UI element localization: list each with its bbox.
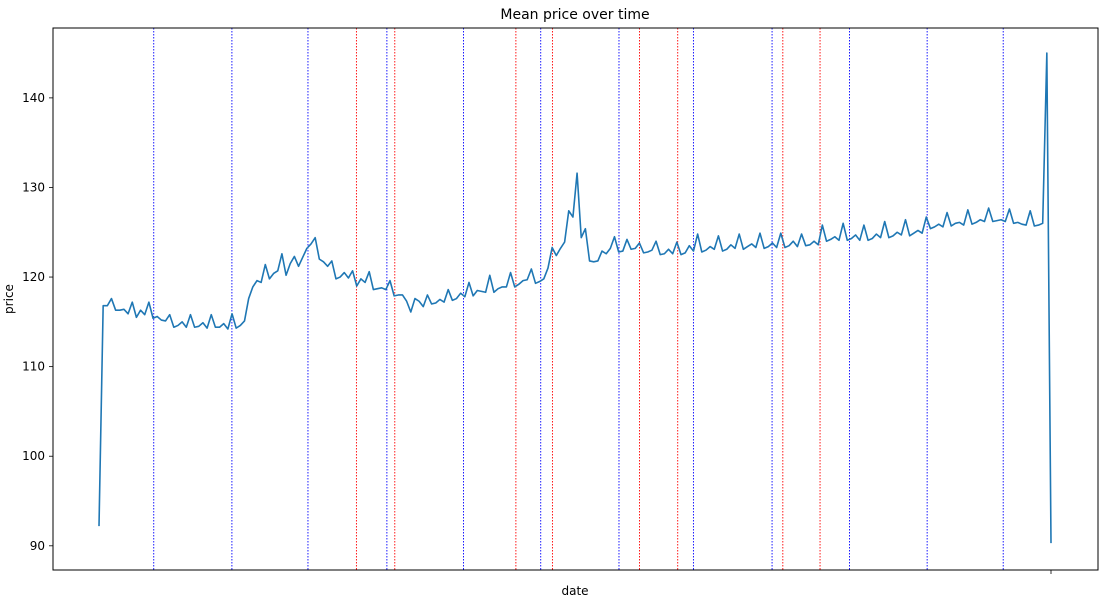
- y-tick-label: 110: [22, 360, 45, 374]
- chart-title: Mean price over time: [500, 7, 649, 23]
- plot-frame: [52, 27, 1099, 571]
- x-axis-label: date: [561, 584, 588, 598]
- y-tick-label: 130: [22, 180, 45, 194]
- y-tick-label: 100: [22, 449, 45, 463]
- y-tick-label: 120: [22, 270, 45, 284]
- reference-lines: [153, 28, 1004, 570]
- series-group: [98, 52, 1052, 544]
- y-tick-label: 90: [30, 539, 45, 553]
- y-tick-label: 140: [22, 91, 45, 105]
- series-line: [98, 52, 1052, 544]
- y-axis-label: price: [2, 284, 16, 314]
- y-axis-ticks: 90 100 110 120 130 140: [22, 91, 53, 553]
